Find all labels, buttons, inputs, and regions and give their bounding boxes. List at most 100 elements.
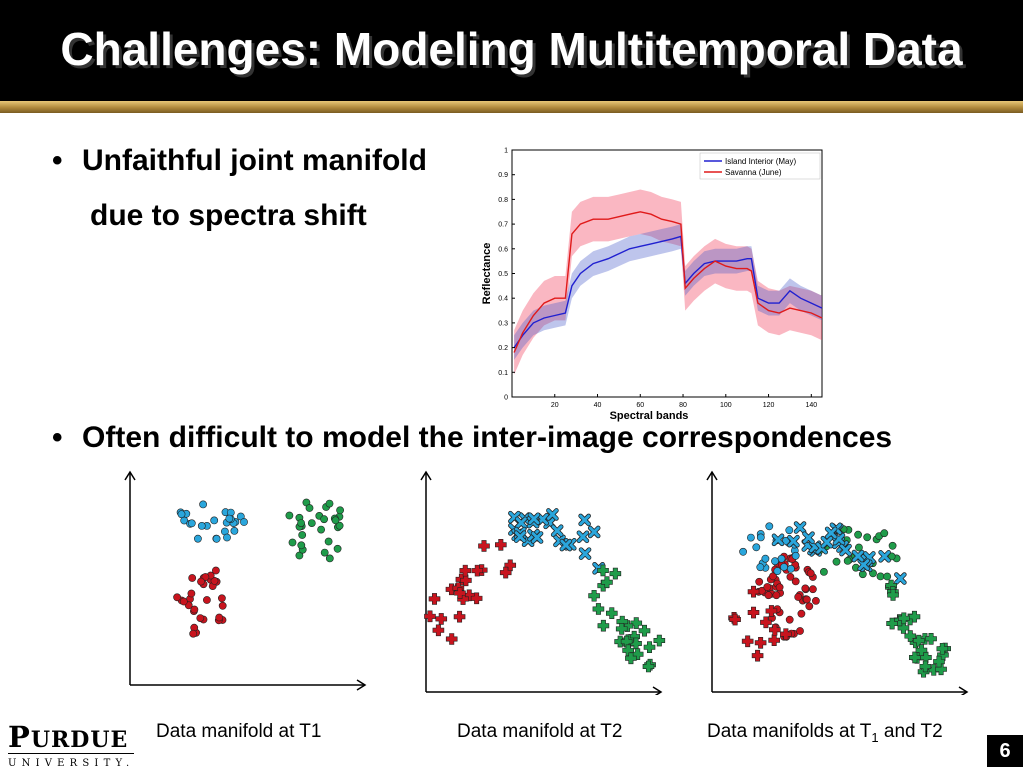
y-tick-label: 0 (504, 395, 508, 402)
caption-joint-pre: Data manifolds at T (707, 721, 872, 742)
scatter-cross-red (428, 593, 441, 605)
scatter-cross-red (747, 606, 760, 619)
scatter-point-blue (756, 563, 765, 572)
bullet-2: • Often difficult to model the inter-imag… (52, 421, 892, 455)
scatter-point-blue (747, 533, 755, 542)
x-tick-label: 100 (720, 402, 732, 409)
x-tick-label: 80 (679, 402, 687, 409)
scatter-cross-green (601, 576, 613, 589)
scatter-point-green (305, 504, 314, 512)
scatter-cross-green (933, 655, 945, 668)
scatter-cross-red (741, 635, 754, 648)
caption-joint: Data manifolds at T1 and T2 (707, 721, 943, 745)
bullet-1-text: Unfaithful joint manifold (82, 144, 427, 177)
x-tick-label: 40 (594, 402, 602, 409)
scatter-point-red (173, 593, 181, 602)
scatter-point-green (854, 530, 862, 539)
scatter-point-blue (199, 500, 207, 509)
logo-university: UNIVERSITY. (8, 758, 135, 769)
scatter-cross-green (605, 607, 618, 620)
scatter-cross-green (597, 619, 610, 632)
scatter-cross-green (653, 634, 666, 647)
scatter-cross-red (504, 559, 517, 572)
scatter-cross-green (630, 617, 643, 629)
scatter-point-red (796, 627, 804, 635)
scatter-x-blue (528, 513, 540, 525)
scatter-x-blue (531, 531, 543, 543)
scatter-point-blue (177, 510, 186, 519)
scatter-cross-red (768, 634, 780, 647)
page-number: 6 (987, 735, 1023, 767)
bullet-1: • Unfaithful joint manifold (52, 144, 427, 178)
scatter-point-green (854, 543, 863, 552)
legend-entry-0: Island Interior (May) (725, 157, 796, 166)
x-axis-label: Spectral bands (610, 410, 689, 422)
scatter-point-green (883, 572, 892, 581)
scatter-point-red (210, 577, 219, 585)
scatter-x-blue (821, 536, 833, 548)
scatter-x-blue (840, 544, 852, 556)
plot-area (511, 149, 823, 398)
scatter-point-red (203, 596, 211, 604)
y-tick-label: 0.5 (498, 271, 508, 278)
scatter-point-red (190, 605, 199, 614)
y-tick-label: 0.7 (498, 222, 508, 229)
scatter-point-red (786, 573, 795, 581)
scatter-point-red (187, 589, 196, 598)
scatter-point-red (801, 584, 810, 593)
scatter-point-red (805, 602, 814, 611)
scatter-cross-red (769, 623, 781, 636)
scatter-point-blue (761, 554, 770, 563)
y-tick-label: 0.2 (498, 345, 508, 352)
scatter-x-blue (852, 550, 864, 562)
scatter-plot-joint (706, 470, 969, 695)
scatter-point-green (820, 568, 828, 576)
scatter-point-blue (777, 554, 786, 563)
y-tick-label: 0.1 (498, 370, 508, 377)
scatter-point-red (794, 593, 803, 601)
bullet-1-continuation: due to spectra shift (90, 199, 367, 232)
scatter-x-blue (551, 525, 563, 537)
scatter-point-green (297, 541, 306, 550)
scatter-point-green (298, 531, 307, 539)
scatter-cross-red (432, 624, 445, 637)
scatter-point-red (809, 585, 817, 594)
scatter-point-red (218, 601, 227, 610)
series-line-1 (513, 211, 823, 353)
chart-legend: Island Interior (May) Savanna (June) (699, 152, 821, 180)
scatter-x-blue (803, 532, 815, 544)
scatter-point-red (755, 577, 764, 586)
bullet-2-text: Often difficult to model the inter-image… (82, 421, 893, 454)
scatter-cross-green (936, 642, 949, 655)
scatter-cross-red (435, 613, 448, 625)
scatter-cross-green (638, 624, 651, 637)
x-axis-arrow (652, 686, 663, 695)
scatter-point-red (785, 615, 794, 624)
scatter-cross-green (625, 652, 637, 665)
scatter-point-blue (782, 536, 790, 545)
scatter-x-blue (560, 539, 572, 551)
scatter-point-red (812, 596, 820, 605)
scatter-x-blue (579, 514, 591, 526)
series-line-0 (513, 235, 823, 349)
scatter-cross-red (495, 538, 507, 551)
scatter-cross-red (445, 633, 458, 645)
scatter-cross-green (597, 564, 609, 577)
scatter-point-green (325, 499, 334, 508)
bullet-dot: • (52, 144, 63, 177)
scatter-point-green (325, 554, 334, 563)
scatter-cross-green (935, 663, 947, 676)
scatter-point-green (887, 552, 896, 561)
scatter-point-blue (785, 526, 794, 535)
scatter-point-green (336, 506, 344, 515)
scatter-cross-red (751, 649, 764, 662)
scatter-point-green (832, 557, 841, 566)
scatter-point-red (806, 569, 815, 578)
x-tick-label: 140 (805, 402, 817, 409)
scatter-point-red (196, 614, 205, 622)
scatter-cross-red (478, 540, 490, 552)
y-axis-arrow (420, 470, 432, 481)
scatter-cross-green (937, 649, 949, 661)
scatter-cross-green (919, 660, 932, 673)
scatter-cross-green (588, 589, 600, 602)
